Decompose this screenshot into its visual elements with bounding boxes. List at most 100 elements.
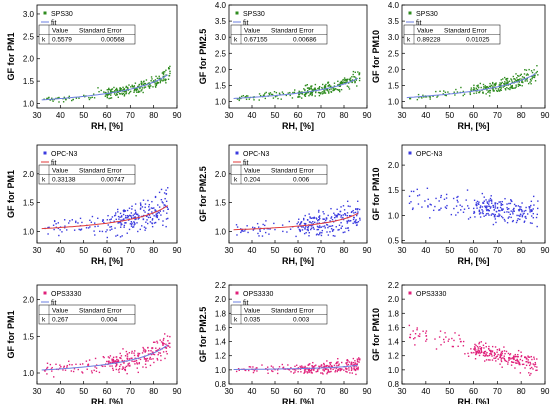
table-header-value: Value bbox=[417, 28, 434, 35]
data-point bbox=[134, 350, 136, 352]
data-point bbox=[517, 205, 520, 207]
data-point bbox=[90, 370, 93, 372]
data-point bbox=[142, 350, 145, 352]
data-point bbox=[132, 214, 134, 217]
data-point bbox=[523, 221, 525, 223]
fit-line bbox=[406, 73, 536, 99]
data-point bbox=[162, 341, 164, 344]
data-point bbox=[276, 95, 278, 97]
data-point bbox=[354, 363, 356, 366]
data-point bbox=[332, 89, 334, 92]
data-point bbox=[133, 86, 135, 88]
data-point bbox=[327, 370, 330, 372]
data-point bbox=[309, 93, 312, 95]
data-point bbox=[355, 363, 358, 366]
data-point bbox=[61, 231, 63, 233]
data-point bbox=[500, 351, 503, 353]
data-point bbox=[296, 364, 298, 366]
data-point bbox=[128, 362, 130, 364]
data-point bbox=[128, 207, 131, 209]
data-point bbox=[116, 94, 118, 96]
data-point bbox=[323, 365, 325, 367]
data-point bbox=[493, 90, 495, 92]
data-point bbox=[270, 93, 273, 96]
data-point bbox=[122, 88, 125, 90]
data-point bbox=[310, 227, 313, 229]
data-point bbox=[417, 93, 420, 96]
data-point bbox=[160, 188, 163, 191]
data-point bbox=[160, 355, 162, 357]
data-point bbox=[159, 81, 161, 84]
data-point bbox=[148, 208, 151, 211]
data-point bbox=[49, 363, 52, 366]
x-tick-label: 80 bbox=[149, 111, 158, 120]
data-point bbox=[532, 212, 535, 215]
data-point bbox=[120, 216, 123, 218]
data-point bbox=[329, 371, 331, 373]
data-point bbox=[351, 363, 353, 365]
data-point bbox=[106, 360, 108, 363]
data-point bbox=[467, 218, 470, 220]
data-point bbox=[143, 348, 145, 350]
data-point bbox=[446, 204, 448, 207]
data-point bbox=[477, 86, 480, 89]
data-point bbox=[63, 96, 66, 99]
data-point bbox=[120, 355, 123, 357]
data-point bbox=[115, 360, 117, 362]
data-point bbox=[353, 212, 355, 214]
data-point bbox=[417, 203, 420, 205]
data-point bbox=[512, 75, 515, 78]
data-point bbox=[514, 367, 516, 369]
y-tick-label: 1.5 bbox=[23, 77, 35, 86]
data-point bbox=[352, 218, 355, 221]
x-axis-label: RH, [%] bbox=[91, 256, 123, 266]
data-point bbox=[479, 216, 482, 218]
data-point bbox=[510, 210, 512, 212]
data-point bbox=[346, 85, 349, 87]
data-point bbox=[317, 211, 320, 213]
table-header-value: Value bbox=[52, 168, 69, 175]
data-point bbox=[281, 363, 284, 366]
fit-line bbox=[41, 74, 168, 101]
data-point bbox=[152, 341, 155, 343]
data-point bbox=[306, 92, 309, 94]
data-point bbox=[475, 351, 477, 353]
data-point bbox=[106, 95, 108, 97]
data-point bbox=[121, 223, 123, 226]
data-point bbox=[332, 368, 334, 370]
data-point bbox=[502, 217, 504, 219]
data-point bbox=[313, 216, 316, 219]
data-point bbox=[348, 88, 351, 90]
data-point bbox=[526, 80, 528, 82]
data-point bbox=[113, 215, 116, 217]
data-point bbox=[264, 231, 267, 234]
data-point bbox=[131, 357, 133, 359]
data-point bbox=[470, 89, 472, 91]
data-point bbox=[52, 100, 54, 102]
data-point bbox=[148, 203, 151, 206]
data-point bbox=[435, 348, 438, 350]
data-point bbox=[496, 349, 499, 351]
data-point bbox=[462, 90, 465, 93]
data-point bbox=[108, 93, 110, 96]
y-axis-label: GF for PM10 bbox=[371, 30, 381, 83]
x-tick-label: 40 bbox=[248, 387, 257, 396]
data-point bbox=[148, 358, 151, 360]
data-point bbox=[470, 348, 472, 350]
chart-panel-9: 30 40 50 60 70 80 900.81.01.21.41.61.82.02.2RH… bbox=[371, 281, 550, 407]
table-row-label: k bbox=[42, 317, 46, 324]
data-point bbox=[498, 84, 500, 86]
data-point bbox=[159, 77, 161, 80]
data-point bbox=[484, 206, 487, 209]
data-point bbox=[315, 364, 317, 366]
data-point bbox=[136, 367, 138, 369]
data-point bbox=[136, 362, 138, 364]
data-point bbox=[334, 371, 336, 373]
data-point bbox=[331, 218, 334, 221]
data-point bbox=[513, 87, 515, 89]
data-point bbox=[532, 363, 534, 365]
data-point bbox=[355, 368, 358, 370]
data-point bbox=[523, 210, 525, 212]
data-point bbox=[507, 217, 509, 219]
data-point bbox=[475, 202, 478, 204]
